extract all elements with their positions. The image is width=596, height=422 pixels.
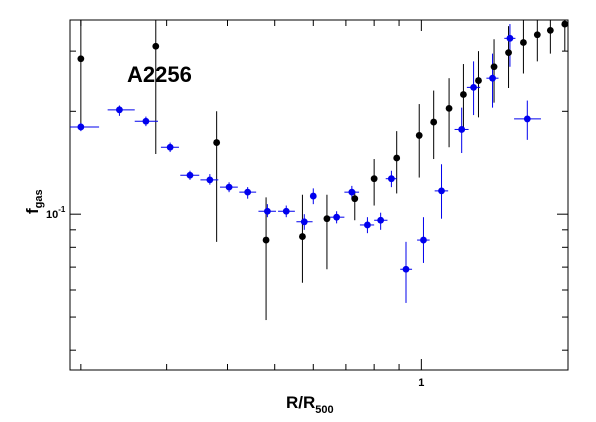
y-axis-title-main: f xyxy=(23,208,42,214)
series-0-point xyxy=(299,233,306,240)
series-1-point xyxy=(458,126,466,133)
x-axis-title-main: R/R xyxy=(286,393,315,412)
x-axis-title: R/R500 xyxy=(286,393,334,416)
series-1-point xyxy=(206,176,214,184)
series-1-point xyxy=(523,115,531,123)
series-1-point xyxy=(142,117,150,125)
series-0-point xyxy=(323,215,331,223)
axis-labels: 1 10-1 xyxy=(46,205,424,389)
y-axis-title-subscript: gas xyxy=(33,189,45,208)
series-1-point xyxy=(333,213,341,221)
series-0-point xyxy=(262,236,270,244)
series-0-point xyxy=(393,154,401,162)
series-0-point xyxy=(213,139,221,146)
y-tick-label: 10-1 xyxy=(46,205,66,221)
series-1-point xyxy=(377,216,385,224)
series-1-point xyxy=(388,175,395,183)
series-1-point xyxy=(282,207,290,215)
y-axis-title: fgas xyxy=(23,189,45,214)
series-0-point xyxy=(505,49,512,57)
series-1-point xyxy=(263,207,271,215)
series-1-point xyxy=(116,106,123,114)
series-0-point xyxy=(445,104,453,112)
series-0-point xyxy=(351,195,359,203)
chart-annotation-label: A2256 xyxy=(127,62,192,87)
series-1-point xyxy=(225,183,233,191)
series-1-point xyxy=(506,34,514,42)
y-tick-label-exponent: -1 xyxy=(58,205,66,214)
series-0-point xyxy=(475,77,482,84)
series-1-point xyxy=(420,236,427,244)
x-tick-label: 1 xyxy=(418,377,424,389)
series-0-point xyxy=(77,55,85,63)
series-1-point xyxy=(166,143,174,151)
series-0-point xyxy=(546,26,554,34)
series-1-point xyxy=(364,221,371,229)
series-1-point xyxy=(489,74,496,82)
series-0-point xyxy=(460,91,467,98)
series-1-point xyxy=(348,188,356,196)
series-0-point xyxy=(561,20,569,28)
plot-area-frame xyxy=(69,19,569,371)
y-tick-label-base: 10 xyxy=(46,209,58,221)
series-1-point xyxy=(402,265,410,273)
series-0-point xyxy=(490,63,498,71)
plot-frame xyxy=(69,19,569,371)
series-1-point xyxy=(300,218,308,226)
series-0-point xyxy=(533,31,541,39)
series-0-point xyxy=(370,175,378,183)
series-0-point xyxy=(520,39,527,46)
series-0-point xyxy=(430,118,438,126)
series-1-point xyxy=(309,192,317,200)
series-0-point xyxy=(415,132,423,139)
series-1-point xyxy=(244,188,252,196)
series-0-point xyxy=(152,42,160,50)
series-1-point xyxy=(438,187,445,195)
series-1-point xyxy=(470,83,477,91)
series-1-point xyxy=(77,123,85,131)
data-points xyxy=(77,20,569,273)
series-1-point xyxy=(186,171,194,179)
x-axis-title-subscript: 500 xyxy=(315,404,333,416)
